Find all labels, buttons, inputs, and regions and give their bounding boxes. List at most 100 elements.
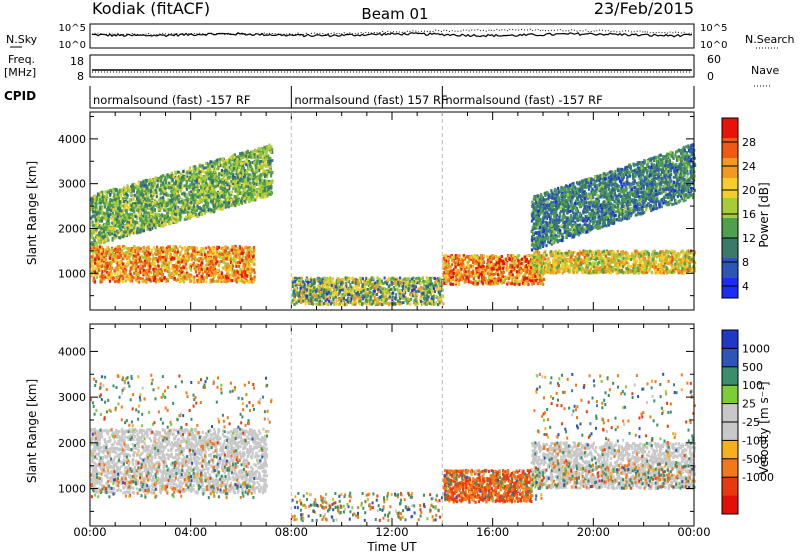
echo-cell <box>103 223 107 227</box>
echo-cell <box>217 245 220 249</box>
echo-cell <box>197 257 200 261</box>
echo-cell <box>225 280 228 284</box>
echo-cell <box>195 174 198 178</box>
echo-cell <box>106 207 109 211</box>
echo-cell <box>201 277 204 280</box>
echo-cell <box>103 230 106 234</box>
echo-cell <box>135 213 138 217</box>
echo-cell <box>148 247 151 251</box>
echo-cell <box>225 268 228 272</box>
echo-cell <box>139 228 142 232</box>
echo-cell <box>91 255 94 259</box>
echo-cell <box>122 280 125 284</box>
echo-cell <box>103 235 106 239</box>
echo-cell <box>129 189 132 193</box>
echo-cell <box>212 268 215 272</box>
echo-cell <box>226 262 229 266</box>
echo-cell <box>250 156 253 160</box>
echo-cell <box>169 183 172 187</box>
echo-cell <box>94 221 97 225</box>
echo-cell <box>92 236 95 240</box>
echo-cell <box>198 168 201 172</box>
echo-cell <box>168 249 171 253</box>
nsky-label: N.Sky <box>6 33 38 46</box>
echo-cell <box>119 225 122 229</box>
echo-cell <box>95 224 98 228</box>
echo-cell <box>357 283 360 287</box>
echo-cell <box>376 282 380 286</box>
echo-cell <box>215 192 218 196</box>
echo-cell <box>153 224 156 228</box>
echo-cell <box>180 211 183 215</box>
echo-cell <box>214 173 217 177</box>
echo-cell <box>106 225 110 229</box>
echo-cell <box>130 224 133 228</box>
echo-cell <box>147 218 150 221</box>
echo-cell <box>247 181 250 185</box>
echo-cell <box>227 175 230 179</box>
echo-cell <box>390 292 393 296</box>
echo-cell <box>223 267 226 271</box>
echo-cell <box>193 264 196 268</box>
echo-cell <box>218 260 221 264</box>
echo-cell <box>304 293 307 297</box>
echo-cell <box>154 248 157 252</box>
echo-cell <box>209 257 212 261</box>
echo-cell <box>227 201 230 205</box>
echo-cell <box>114 214 117 218</box>
echo-cell <box>149 271 153 275</box>
echo-cell <box>365 276 368 280</box>
echo-cell <box>170 267 173 271</box>
echo-cell <box>152 181 155 185</box>
echo-cell <box>92 279 95 282</box>
echo-cell <box>137 253 140 257</box>
echo-cell <box>201 271 204 275</box>
echo-cell <box>181 201 184 205</box>
echo-cell <box>157 257 160 261</box>
echo-cell <box>101 213 104 217</box>
echo-cell <box>161 190 164 194</box>
echo-cell <box>156 179 159 183</box>
echo-cell <box>148 178 151 182</box>
echo-cell <box>220 200 223 204</box>
echo-cell <box>142 229 146 233</box>
echo-cell <box>145 203 148 207</box>
echo-cell <box>326 277 330 281</box>
echo-cell <box>190 180 194 184</box>
echo-cell <box>242 167 245 170</box>
echo-cell <box>242 170 245 174</box>
echo-cell <box>101 276 105 280</box>
echo-cell <box>202 192 205 196</box>
echo-cell <box>252 280 255 283</box>
echo-cell <box>234 156 237 160</box>
echo-cell <box>125 192 128 196</box>
echo-cell <box>234 169 237 173</box>
echo-cell <box>250 167 253 171</box>
echo-cell <box>221 206 224 210</box>
echo-cell <box>232 200 235 204</box>
echo-cell <box>121 190 124 194</box>
echo-cell <box>127 200 131 204</box>
echo-cell <box>169 176 172 180</box>
echo-cell <box>243 266 246 270</box>
echo-cell <box>143 255 146 259</box>
echo-cell <box>142 200 145 204</box>
echo-cell <box>151 215 154 219</box>
echo-cell <box>172 198 176 202</box>
echo-cell <box>102 253 106 257</box>
echo-cell <box>345 281 348 285</box>
echo-cell <box>129 225 132 229</box>
echo-cell <box>132 219 135 223</box>
echo-cell <box>205 255 208 259</box>
echo-cell <box>200 275 204 279</box>
echo-cell <box>248 168 251 172</box>
echo-cell <box>94 213 97 217</box>
echo-cell <box>117 236 120 240</box>
echo-cell <box>190 183 193 187</box>
echo-cell <box>182 266 185 270</box>
echo-cell <box>252 255 255 259</box>
echo-cell <box>151 258 154 262</box>
echo-cell <box>159 192 162 196</box>
echo-cell <box>213 190 217 194</box>
echo-cell <box>111 254 114 258</box>
